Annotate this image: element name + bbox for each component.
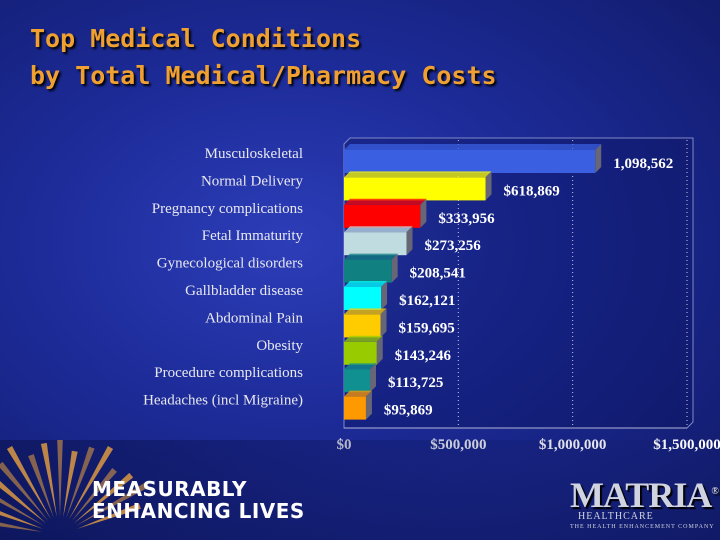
bar-top-face [344,390,372,397]
bar-side-face [380,308,387,338]
category-label: Gallbladder disease [185,283,303,299]
bar-top-face [344,144,602,150]
data-label: $162,121 [399,293,455,309]
sunburst-ray [66,446,95,519]
bar-side-face [420,198,427,228]
category-label: Gynecological disorders [157,256,303,272]
bar-side-face [381,281,388,310]
bar [344,363,377,393]
sunburst-ray [28,454,54,519]
bar-top-face [344,335,383,342]
bar [344,171,492,201]
company-logo: MATRIA® HEALTHCARE THE HEALTH ENHANCEMEN… [570,474,719,532]
bar-front-face [344,396,366,420]
bar-front-face [344,369,371,393]
tagline-line-2: ENHANCING LIVES [92,499,305,523]
bar-top-face [344,281,388,287]
slide-title-line-1: Top Medical Conditions [30,24,362,53]
bar-side-face [376,335,383,365]
tagline: MEASURABLY ENHANCING LIVES [92,478,305,522]
sunburst-ray [6,446,51,520]
category-label: Procedure complications [154,365,303,381]
bar-front-face [344,177,486,201]
category-label: Obesity [256,338,303,354]
sunburst-ray [75,481,149,526]
sunburst-ray [0,522,43,532]
bar-front-face [344,204,421,228]
bar-front-face [344,341,377,365]
category-label: Abdominal Pain [205,310,303,326]
bar-front-face [344,150,596,173]
category-label: Headaches (incl Migraine) [143,393,303,409]
data-label: $618,869 [504,183,560,199]
bar-side-face [365,390,372,420]
sunburst-ray [0,461,49,522]
data-label: $113,725 [388,375,443,391]
bar [344,390,372,420]
bar-side-face [485,171,492,201]
category-label: Musculoskeletal [205,146,303,162]
data-label: $273,256 [424,238,481,254]
data-label: $95,869 [384,403,433,419]
sunburst-ray [76,503,141,529]
bar-front-face [344,259,392,283]
bar-side-face [370,363,377,393]
bar-top-face [344,171,492,178]
bar [344,253,398,283]
bar [344,308,387,338]
bar [344,281,388,310]
logo-name-text: MATRIA [570,475,712,515]
slide-title: Top Medical Conditions by Total Medical/… [30,20,497,94]
data-label: $143,246 [395,348,452,364]
bar [344,226,413,256]
data-label: $333,956 [438,211,495,227]
sunburst-ray [73,472,134,524]
logo-slogan: THE HEALTH ENHANCEMENT COMPANY [570,524,715,530]
sunburst-ray [63,450,78,518]
bar-front-face [344,232,407,256]
data-label: $159,695 [399,320,455,336]
bar-front-face [344,314,381,338]
bar [344,144,602,173]
bar-side-face [391,253,398,283]
bar-side-face [595,144,602,173]
logo-registered-mark: ® [711,486,719,497]
data-label: 1,098,562 [613,156,673,172]
bar [344,335,383,365]
category-label: Pregnancy complications [152,201,303,217]
bar-top-face [344,363,377,370]
data-label: $208,541 [410,266,466,282]
footer-band [0,440,720,540]
sunburst-ray [40,442,57,518]
bar-top-face [344,253,398,260]
bar-top-face [344,198,427,205]
bar-side-face [406,226,413,256]
sunburst-ray [71,467,117,522]
logo-wordmark: MATRIA® [570,474,719,516]
bar-chart: 1,098,562 Musculoskeletal $618,869 Normal D… [143,137,694,429]
category-label: Fetal Immaturity [202,228,304,244]
bar-front-face [344,287,382,310]
bar-top-face [344,308,387,315]
sunburst-graphic [0,440,720,540]
bar [344,198,427,228]
sunburst-ray [0,498,45,526]
tagline-line-1: MEASURABLY [92,477,247,501]
sunburst-ray [69,446,114,520]
bar-top-face [344,226,413,233]
logo-subtitle: HEALTHCARE [578,511,654,522]
sunburst-ray [57,440,63,517]
slide-title-line-2: by Total Medical/Pharmacy Costs [30,61,497,90]
category-label: Normal Delivery [201,173,304,189]
